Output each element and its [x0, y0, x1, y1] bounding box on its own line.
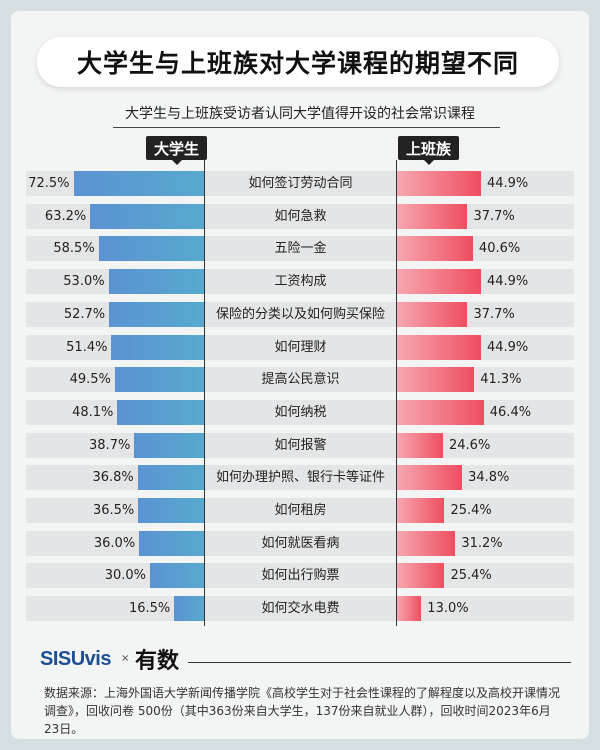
bar-worker — [397, 269, 481, 295]
page-title: 大学生与上班族对大学课程的期望不同 — [37, 37, 559, 87]
category-label: 五险一金 — [274, 241, 327, 257]
row-background — [26, 530, 574, 556]
value-label-student: 38.7% — [89, 437, 131, 453]
row-background — [26, 498, 574, 523]
bar-worker — [397, 367, 475, 393]
bar-worker — [397, 399, 484, 425]
bar-student — [139, 530, 204, 556]
value-label-student: 36.8% — [92, 470, 134, 486]
category-label: 如何出行购票 — [261, 568, 340, 584]
category-label: 保险的分类以及如何购买保险 — [215, 306, 385, 322]
category-label: 如何签订劳动合同 — [248, 176, 353, 191]
bar-worker — [397, 301, 468, 327]
bar-worker — [397, 432, 443, 458]
category-label: 提高公民意识 — [261, 372, 340, 388]
category-label: 工资构成 — [274, 274, 327, 290]
value-label-student: 48.1% — [72, 404, 114, 420]
bar-student — [98, 236, 204, 262]
bar-student — [73, 171, 204, 196]
value-label-worker: 25.4% — [450, 503, 492, 518]
value-label-worker: 31.2% — [461, 535, 503, 551]
subtitle-underline — [113, 127, 500, 128]
value-label-student: 30.0% — [104, 568, 146, 584]
value-label-worker: 25.4% — [450, 568, 492, 584]
logo-separator: × — [121, 653, 130, 664]
value-label-worker: 46.4% — [489, 404, 532, 420]
value-label-worker: 34.8% — [468, 470, 510, 486]
row-background — [26, 596, 574, 622]
category-label: 如何租房 — [274, 503, 327, 518]
value-label-worker: 13.0% — [427, 601, 469, 617]
bar-student — [117, 399, 204, 425]
sisuvis-logo: SISUvis — [40, 648, 111, 670]
value-label-student: 63.2% — [44, 208, 87, 224]
value-label-student: 52.7% — [63, 306, 106, 322]
value-label-worker: 24.6% — [449, 437, 491, 453]
bar-student — [150, 563, 204, 589]
chart-subtitle: 大学生与上班族受访者认同大学值得开设的社会常识课程 — [125, 106, 475, 122]
value-label-student: 72.5% — [28, 176, 70, 191]
value-label-worker: 37.7% — [473, 306, 515, 322]
value-label-student: 51.4% — [66, 339, 108, 355]
value-label-worker: 44.9% — [486, 176, 529, 191]
value-label-student: 36.5% — [92, 503, 135, 518]
bar-worker — [397, 563, 445, 589]
bar-worker — [397, 465, 463, 491]
value-label-worker: 44.9% — [486, 339, 529, 355]
bar-student — [138, 498, 204, 523]
value-label-worker: 40.6% — [478, 241, 521, 257]
row-background — [26, 465, 574, 491]
bar-student — [109, 301, 204, 327]
right-axis-line — [396, 160, 397, 626]
category-label: 如何纳税 — [274, 404, 327, 420]
category-label: 如何就医看病 — [261, 535, 340, 551]
value-label-student: 49.5% — [69, 372, 111, 388]
bar-student — [174, 596, 204, 622]
bar-student — [134, 432, 204, 458]
bar-student — [114, 367, 204, 393]
value-label-student: 36.0% — [93, 535, 136, 551]
value-label-worker: 41.3% — [480, 372, 522, 388]
row-background — [26, 563, 574, 589]
legend-left-series: 大学生 — [146, 136, 208, 165]
value-label-student: 16.5% — [128, 601, 171, 617]
bar-worker — [397, 596, 422, 622]
bar-worker — [397, 171, 481, 196]
bar-worker — [397, 203, 468, 229]
youshu-logo: 有数 — [135, 648, 180, 674]
bar-student — [108, 269, 204, 295]
bar-worker — [397, 498, 445, 523]
value-label-student: 58.5% — [53, 241, 95, 257]
bar-student — [137, 465, 204, 491]
bar-worker — [397, 236, 473, 262]
value-label-worker: 44.9% — [486, 274, 529, 290]
category-label: 如何报警 — [274, 437, 327, 453]
row-background — [26, 432, 574, 458]
category-label: 如何理财 — [274, 339, 327, 355]
bar-worker — [397, 334, 481, 360]
category-label: 如何办理护照、银行卡等证件 — [215, 470, 385, 486]
category-label: 如何交水电费 — [261, 601, 340, 617]
bar-student — [90, 203, 204, 229]
left-axis-line — [204, 160, 205, 626]
value-label-worker: 37.7% — [473, 208, 515, 224]
value-label-student: 53.0% — [63, 274, 105, 290]
bar-worker — [397, 530, 456, 556]
footer-divider — [188, 662, 571, 663]
legend-right-series: 上班族 — [398, 136, 460, 165]
bar-student — [111, 334, 204, 360]
category-label: 如何急救 — [274, 208, 327, 224]
data-source-note: 数据来源：上海外国语大学新闻传播学院《高校学生对于社会性课程的了解程度以及高校开… — [44, 686, 561, 736]
